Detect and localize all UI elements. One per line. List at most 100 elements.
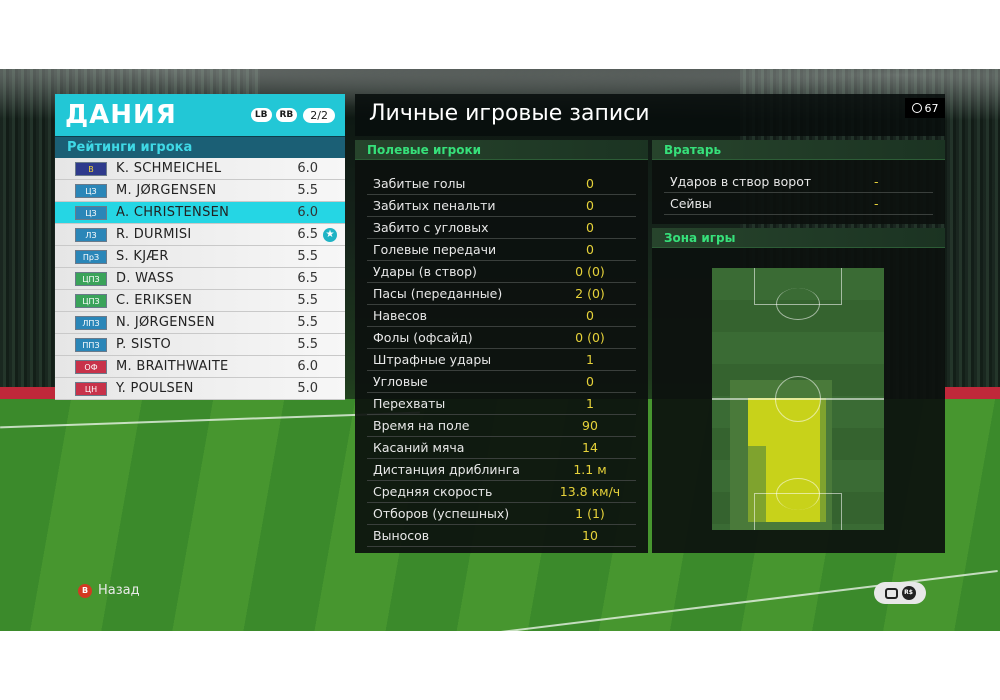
gk-stat-value: - xyxy=(874,174,879,189)
player-name: K. SCHMEICHEL xyxy=(116,161,222,176)
player-name: D. WASS xyxy=(116,271,174,286)
match-timer: 67 xyxy=(905,98,945,118)
stat-label: Средняя скорость xyxy=(373,484,493,499)
player-row[interactable]: ПрЗ S. KJÆR 5.5 xyxy=(55,246,345,268)
gk-stat-label: Ударов в створ ворот xyxy=(670,174,812,189)
player-rating: 5.5 xyxy=(297,249,318,264)
player-name: Y. POULSEN xyxy=(116,381,194,396)
position-badge: ППЗ xyxy=(75,337,107,352)
position-badge: ПрЗ xyxy=(75,249,107,264)
gk-stat-row: Ударов в створ ворот - xyxy=(664,171,933,193)
stat-row: Касаний мяча 14 xyxy=(367,437,636,459)
field-stats-list: Забитые голы 0 Забитых пенальти 0 Забито с у… xyxy=(355,173,648,547)
player-row[interactable]: ЛПЗ N. JØRGENSEN 5.5 xyxy=(55,312,345,334)
stat-label: Пасы (переданные) xyxy=(373,286,503,301)
ad-board xyxy=(945,387,1000,399)
player-name: P. SISTO xyxy=(116,337,171,352)
stat-label: Перехваты xyxy=(373,396,446,411)
lb-button[interactable]: LB xyxy=(250,108,272,122)
player-row[interactable]: ЛЗ R. DURMISI 6.5 ★ xyxy=(55,224,345,246)
player-row[interactable]: ЦПЗ C. ERIKSEN 5.5 xyxy=(55,290,345,312)
stat-row: Забитых пенальти 0 xyxy=(367,195,636,217)
stat-label: Фолы (офсайд) xyxy=(373,330,473,345)
player-name: C. ERIKSEN xyxy=(116,293,193,308)
team-name: ДАНИЯ xyxy=(65,100,177,130)
player-rating: 6.5 xyxy=(297,227,318,242)
play-zone-header: Зона игры xyxy=(652,228,945,248)
stat-value: 14 xyxy=(582,440,598,455)
player-row[interactable]: ОФ M. BRAITHWAITE 6.0 xyxy=(55,356,345,378)
player-rating: 6.0 xyxy=(297,205,318,220)
stat-row: Выносов 10 xyxy=(367,525,636,547)
star-icon: ★ xyxy=(323,227,337,242)
position-badge: ОФ xyxy=(75,359,107,374)
stat-label: Угловые xyxy=(373,374,428,389)
player-name: M. JØRGENSEN xyxy=(116,183,217,198)
position-badge: В xyxy=(75,161,107,176)
stat-label: Забитых пенальти xyxy=(373,198,496,213)
stat-value: 0 xyxy=(586,220,594,235)
stat-row: Средняя скорость 13.8 км/ч xyxy=(367,481,636,503)
player-row[interactable]: ППЗ P. SISTO 5.5 xyxy=(55,334,345,356)
stat-value: 10 xyxy=(582,528,598,543)
chat-button-group[interactable]: R$ xyxy=(874,582,926,604)
penalty-arc-top xyxy=(776,288,820,320)
player-name: M. BRAITHWAITE xyxy=(116,359,229,374)
back-button[interactable]: B Назад xyxy=(78,583,140,598)
page-title: Личные игровые записи xyxy=(369,101,650,126)
player-rating: 6.5 xyxy=(297,271,318,286)
stat-row: Голевые передачи 0 xyxy=(367,239,636,261)
player-name: N. JØRGENSEN xyxy=(116,315,215,330)
gk-stat-row: Сейвы - xyxy=(664,193,933,215)
player-rating: 5.0 xyxy=(297,381,318,396)
position-badge: ЛПЗ xyxy=(75,315,107,330)
player-row[interactable]: ЦН Y. POULSEN 5.0 xyxy=(55,378,345,400)
position-badge: ЦН xyxy=(75,381,107,396)
stat-label: Время на поле xyxy=(373,418,470,433)
stat-row: Дистанция дриблинга 1.1 м xyxy=(367,459,636,481)
stat-value: 1 xyxy=(586,352,594,367)
team-panel: ДАНИЯ LB RB 2/2 Рейтинги игрока В K. SCHM… xyxy=(55,94,345,400)
gk-stat-value: - xyxy=(874,196,879,211)
back-label: Назад xyxy=(98,583,140,598)
team-header: ДАНИЯ LB RB 2/2 xyxy=(55,94,345,136)
stat-row: Удары (в створ) 0 (0) xyxy=(367,261,636,283)
stat-label: Голевые передачи xyxy=(373,242,497,257)
player-row[interactable]: ЦПЗ D. WASS 6.5 xyxy=(55,268,345,290)
records-title-bar: Личные игровые записи 67 xyxy=(355,94,945,136)
stat-row: Угловые 0 xyxy=(367,371,636,393)
timer-value: 67 xyxy=(924,101,939,115)
gk-stat-label: Сейвы xyxy=(670,196,712,211)
player-name: A. CHRISTENSEN xyxy=(116,205,230,220)
position-badge: ЦЗ xyxy=(75,183,107,198)
player-row[interactable]: В K. SCHMEICHEL 6.0 xyxy=(55,158,345,180)
player-ratings-title: Рейтинги игрока xyxy=(55,136,345,158)
ad-board xyxy=(0,387,60,399)
player-name: R. DURMISI xyxy=(116,227,192,242)
stat-row: Отборов (успешных) 1 (1) xyxy=(367,503,636,525)
player-name: S. KJÆR xyxy=(116,249,169,264)
stat-value: 0 xyxy=(586,176,594,191)
player-rating: 5.5 xyxy=(297,183,318,198)
player-row[interactable]: ЦЗ A. CHRISTENSEN 6.0 xyxy=(55,202,345,224)
b-button-icon: B xyxy=(78,583,92,598)
stat-label: Касаний мяча xyxy=(373,440,465,455)
stat-value: 0 (0) xyxy=(575,330,605,345)
player-rating: 6.0 xyxy=(297,359,318,374)
stat-row: Забито с угловых 0 xyxy=(367,217,636,239)
stat-row: Навесов 0 xyxy=(367,305,636,327)
page-indicator: 2/2 xyxy=(303,107,335,123)
player-rating: 6.0 xyxy=(297,161,318,176)
player-row[interactable]: ЦЗ M. JØRGENSEN 5.5 xyxy=(55,180,345,202)
field-players-header: Полевые игроки xyxy=(355,140,648,160)
stat-label: Выносов xyxy=(373,528,430,543)
stat-value: 0 (0) xyxy=(575,264,605,279)
position-badge: ЦПЗ xyxy=(75,293,107,308)
rb-button[interactable]: RB xyxy=(275,108,298,122)
stat-row: Фолы (офсайд) 0 (0) xyxy=(367,327,636,349)
stat-value: 90 xyxy=(582,418,598,433)
stat-value: 0 xyxy=(586,308,594,323)
stat-label: Забитые голы xyxy=(373,176,466,191)
game-screen: ДАНИЯ LB RB 2/2 Рейтинги игрока В K. SCHM… xyxy=(0,69,1000,631)
stat-value: 0 xyxy=(586,198,594,213)
